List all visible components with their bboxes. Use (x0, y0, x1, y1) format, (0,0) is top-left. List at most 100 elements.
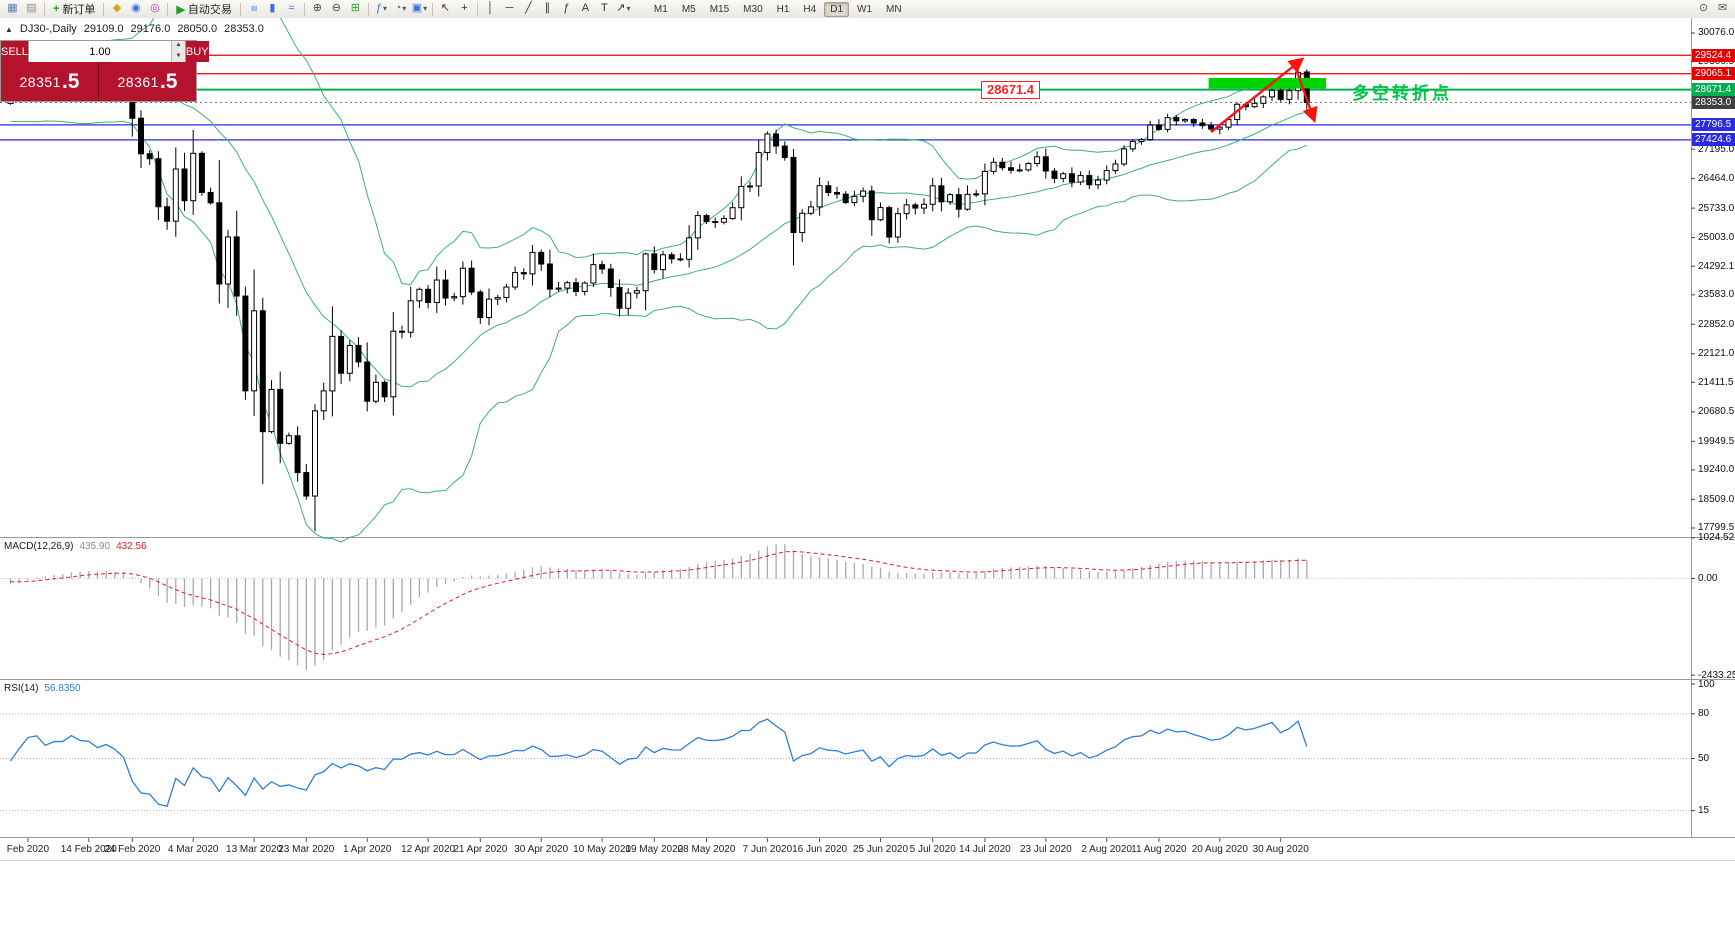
candle-body (181, 168, 188, 202)
horizontal-line-icon[interactable]: ─ (501, 1, 518, 17)
timeframe-h1-button[interactable]: H1 (776, 3, 790, 15)
cursor-icon[interactable]: ↖ (437, 1, 454, 17)
volume-up-button[interactable]: ▲ (171, 41, 185, 52)
candle-body (1251, 102, 1258, 108)
label-icon[interactable]: T (596, 1, 613, 17)
caret-down-icon: ▾ (402, 4, 407, 13)
candle-body (1190, 118, 1197, 124)
candle-body (233, 236, 240, 297)
templates-icon[interactable]: ▣▾ (411, 1, 428, 17)
buy-header-button[interactable]: BUY (185, 41, 209, 62)
line-chart-icon[interactable]: ≈ (283, 1, 300, 17)
volume-down-button[interactable]: ▼ (171, 51, 185, 62)
candle-body (703, 215, 710, 222)
timeframe-d1-button[interactable]: D1 (824, 1, 850, 17)
candle-body (207, 191, 214, 204)
indicators-icon[interactable]: ƒ▾ (373, 1, 390, 17)
macd-signal-line (10, 550, 1307, 656)
candle-body (346, 344, 353, 374)
candle-body (1260, 96, 1267, 104)
candle-body (381, 381, 388, 398)
search-icon[interactable]: ⊙ (1695, 1, 1712, 17)
bars-chart-icon[interactable]: ≡ (245, 1, 262, 17)
profiles-icon[interactable]: ▤ (23, 1, 40, 17)
toolbar: ▦ ▤ + 新订单 ◆ ◉ ◎ ▶ 自动交易 ≡ ▮ ≈ ⊕ ⊖ ⊞ ƒ▾ ◔▾ ▣▾ ↖ + │ ─ ╱ ∥ ƒ A T ↗▾ M1 M… (0, 0, 1735, 18)
text-icon[interactable]: A (577, 1, 594, 17)
templates-icon-glyph: ▣ (411, 2, 423, 14)
alerts-icon[interactable]: ◆ (108, 1, 125, 17)
autotrading-button[interactable]: ▶ 自动交易 (171, 1, 236, 17)
mailbox-icon[interactable]: ◎ (146, 1, 163, 17)
autotrading-button-glyph: ▶ (176, 3, 185, 16)
candle-body (459, 267, 466, 298)
zoom-in-icon-glyph: ⊕ (312, 2, 323, 14)
timeframe-h4-button[interactable]: H4 (803, 3, 817, 15)
candle-body (1060, 173, 1067, 179)
candle-body (538, 251, 545, 265)
timeframe-m5-button[interactable]: M5 (681, 3, 696, 15)
candle-body (303, 472, 310, 497)
collapse-trade-panel-icon[interactable]: ▲ (5, 24, 13, 34)
candle-body (1034, 156, 1041, 164)
candle-body (860, 190, 867, 197)
chart-title-bar: ▲ DJ30-,Daily 29109.0 29176.0 28050.0 28… (5, 23, 264, 35)
trade-panel-price-row: 28351 .5 28361 .5 (1, 62, 196, 101)
zoom-out-icon[interactable]: ⊖ (328, 1, 345, 17)
turning-point-annotation[interactable]: 多空转折点 (1352, 84, 1452, 104)
candle-body (921, 203, 927, 209)
candle-body (442, 279, 449, 299)
candle-body (1147, 124, 1154, 141)
new-order-button[interactable]: + 新订单 (48, 1, 100, 17)
candle-body (816, 185, 823, 208)
tile-windows-icon[interactable]: ⊞ (347, 1, 364, 17)
mailbox-icon-glyph: ◎ (150, 2, 160, 14)
candle-body (1199, 122, 1206, 127)
channel-icon[interactable]: ∥ (539, 1, 556, 17)
fibonacci-icon[interactable]: ƒ (558, 1, 575, 17)
rsi-line (9, 718, 1308, 808)
sell-header-button[interactable]: SELL (1, 41, 28, 62)
crosshair-icon[interactable]: + (456, 1, 473, 17)
candle-body (338, 335, 345, 374)
trendline-icon[interactable]: ╱ (520, 1, 537, 17)
candle-body (781, 145, 788, 158)
rsi-name: RSI(14) (4, 683, 39, 694)
candle-body (955, 194, 962, 210)
zoom-in-icon[interactable]: ⊕ (309, 1, 326, 17)
reversal-down-arrow[interactable] (1293, 64, 1318, 124)
news-icon[interactable]: ◉ (127, 1, 144, 17)
timeframe-mn-button[interactable]: MN (886, 3, 902, 15)
sell-price-button[interactable]: 28351 .5 (1, 62, 98, 101)
candle-body (1025, 162, 1032, 171)
timeframe-m15-button[interactable]: M15 (709, 3, 730, 15)
arrows-icon[interactable]: ↗▾ (615, 1, 632, 17)
bars-chart-icon-glyph: ≡ (247, 5, 260, 12)
chat-icon[interactable]: ✉ (1714, 1, 1731, 17)
candles-chart-icon[interactable]: ▮ (264, 1, 281, 17)
macd-indicator-label: MACD(12,26,9) 435.90 432.56 (4, 541, 147, 552)
candle-body (477, 291, 484, 319)
alerts-icon-glyph: ◆ (112, 2, 122, 14)
candle-body (694, 215, 701, 239)
vertical-line-icon[interactable]: │ (482, 1, 499, 17)
timeframes-icon[interactable]: ◔▾ (392, 1, 409, 17)
terminal-icon[interactable]: ▦ (4, 1, 21, 17)
timeframe-group: M1 M5 M15 M30 H1 H4 D1 W1 MN (647, 1, 909, 17)
sell-price-main: 28351 (19, 73, 61, 90)
timeframe-m30-button[interactable]: M30 (743, 3, 763, 15)
candle-body (1164, 117, 1171, 130)
candle-body (329, 335, 336, 392)
timeframe-m1-button[interactable]: M1 (653, 3, 668, 15)
fibonacci-icon-glyph: ƒ (563, 2, 570, 14)
buy-price-button[interactable]: 28361 .5 (98, 62, 196, 101)
candle-body (399, 330, 405, 333)
trend-up-arrow[interactable] (1210, 57, 1305, 133)
resistance-price-label[interactable]: 28671.4 (981, 80, 1040, 99)
candle-body (390, 330, 397, 398)
candle-body (198, 152, 205, 193)
timeframe-w1-button[interactable]: W1 (857, 3, 873, 15)
candle-body (938, 185, 945, 203)
volume-input[interactable] (28, 41, 171, 62)
resistance-zone-box[interactable] (1208, 77, 1327, 89)
